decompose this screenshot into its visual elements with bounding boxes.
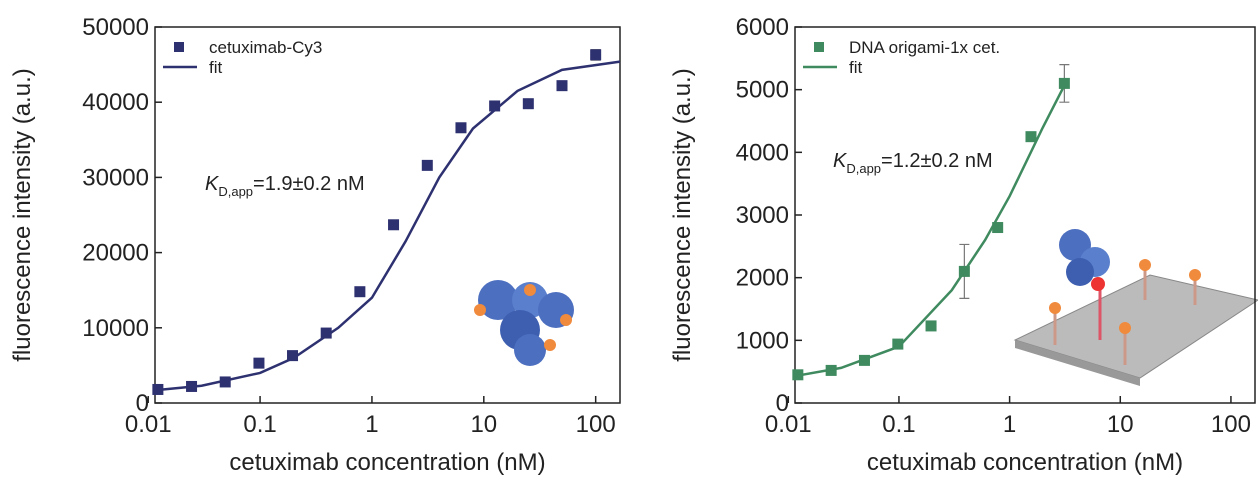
fit-line: [154, 60, 621, 392]
origami-inset: [1013, 229, 1258, 386]
y-axis-label: fluorescence intensity (a.u.): [669, 68, 696, 361]
y-tick-label: 20000: [82, 240, 149, 267]
data-point: [219, 376, 231, 388]
legend-marker: [174, 42, 184, 52]
data-point: [253, 357, 265, 369]
x-tick-label: 1: [365, 411, 378, 438]
fit-line: [794, 79, 1069, 378]
antibody-inset: [474, 280, 574, 366]
data-point: [421, 159, 433, 171]
y-tick-label: 1000: [736, 327, 789, 354]
x-tick-label: 0.1: [882, 411, 915, 438]
x-tick-label: 0.1: [243, 411, 276, 438]
annotation-text: =1.9±0.2 nM: [253, 173, 365, 195]
data-point: [925, 320, 937, 332]
annotation-text: =1.2±0.2 nM: [881, 150, 993, 172]
x-tick-label: 10: [470, 411, 497, 438]
y-tick-label: 0: [136, 390, 149, 417]
x-tick-label: 1: [1003, 411, 1016, 438]
data-point: [1025, 131, 1037, 143]
plot-frame: [154, 26, 621, 404]
data-point: [892, 338, 904, 350]
data-point: [556, 80, 568, 92]
x-tick-label: 10: [1107, 411, 1134, 438]
y-axis-label: fluorescence intensity (a.u.): [9, 68, 36, 361]
x-axis-label: cetuximab concentration (nM): [229, 449, 545, 476]
annotation: KD,app=1.9±0.2 nM: [205, 173, 365, 199]
y-tick-label: 4000: [736, 139, 789, 166]
legend-label: DNA origami-1x cet.: [849, 38, 1000, 57]
x-tick-label: 100: [1211, 411, 1251, 438]
annotation-subscript: D,app: [846, 161, 881, 176]
data-point: [354, 286, 366, 298]
x-tick-label: 0.01: [765, 411, 812, 438]
data-point: [992, 222, 1004, 234]
data-point: [590, 49, 602, 61]
legend-label: cetuximab-Cy3: [209, 38, 322, 57]
annotation-symbol: K: [833, 150, 848, 172]
y-tick-label: 2000: [736, 265, 789, 292]
y-tick-label: 5000: [736, 77, 789, 104]
x-axis-label: cetuximab concentration (nM): [867, 449, 1183, 476]
x-tick-label: 100: [576, 411, 616, 438]
data-point: [489, 100, 501, 112]
y-tick-label: 3000: [736, 202, 789, 229]
y-tick-label: 10000: [82, 315, 149, 342]
annotation-subscript: D,app: [218, 184, 253, 199]
x-tick-label: 0.01: [125, 411, 172, 438]
data-point: [522, 98, 534, 110]
y-tick-label: 40000: [82, 89, 149, 116]
y-tick-label: 0: [776, 390, 789, 417]
data-point: [455, 122, 467, 134]
legend-label: fit: [849, 58, 863, 77]
legend-label: fit: [209, 58, 223, 77]
annotation: KD,app=1.2±0.2 nM: [833, 150, 993, 176]
annotation-symbol: K: [205, 173, 220, 195]
y-tick-label: 30000: [82, 164, 149, 191]
data-point: [287, 350, 299, 362]
y-tick-label: 6000: [736, 14, 789, 41]
data-point: [388, 219, 400, 231]
y-tick-label: 50000: [82, 14, 149, 41]
legend-marker: [814, 42, 824, 52]
data-point: [320, 327, 332, 339]
